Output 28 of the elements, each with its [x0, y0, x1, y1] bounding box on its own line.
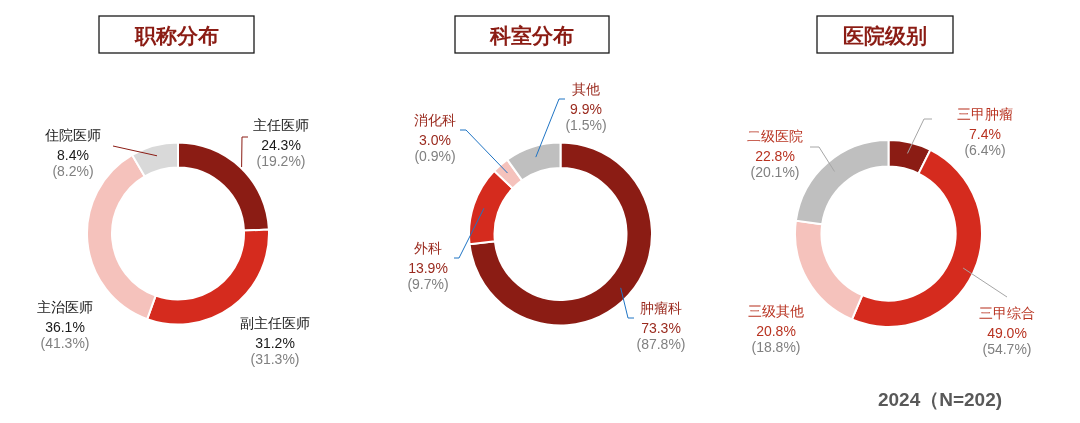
- data-label: 24.3% (19.2%): [256, 137, 306, 169]
- slice-label: 其他: [572, 81, 600, 97]
- chart-title: 职称分布: [133, 24, 219, 47]
- data-label: 3.0% (0.9%): [414, 132, 456, 164]
- data-label: 20.8% (18.8%): [751, 323, 801, 355]
- data-label: 13.9% (9.7%): [407, 260, 449, 292]
- slice-label: 三级其他: [748, 303, 804, 319]
- data-label: 7.4% (6.4%): [964, 126, 1006, 158]
- slice-label: 二级医院: [747, 128, 803, 144]
- chart-title: 医院级别: [843, 24, 927, 47]
- slice-label: 副主任医师: [240, 315, 310, 331]
- slice-label: 三甲肿瘤: [957, 106, 1013, 122]
- slice-label: 主治医师: [37, 299, 93, 315]
- slice-label: 外科: [414, 240, 442, 256]
- slice-label: 消化科: [414, 112, 456, 128]
- data-label: 36.1% (41.3%): [40, 319, 90, 351]
- data-label: 8.4% (8.2%): [52, 147, 94, 179]
- slice-label: 住院医师: [44, 127, 101, 143]
- slice-label: 主任医师: [253, 117, 309, 133]
- text: 2024（N=202): [877, 388, 1003, 410]
- data-label: 73.3% (87.8%): [636, 320, 686, 352]
- data-label: 49.0% (54.7%): [982, 325, 1032, 357]
- data-label: 22.8% (20.1%): [750, 148, 800, 180]
- data-label: 9.9% (1.5%): [565, 101, 607, 133]
- slice-label: 三甲综合: [979, 305, 1035, 321]
- data-label: 31.2% (31.3%): [250, 335, 300, 367]
- chart-title: 科室分布: [489, 24, 574, 47]
- slice-label: 肿瘤科: [640, 300, 682, 316]
